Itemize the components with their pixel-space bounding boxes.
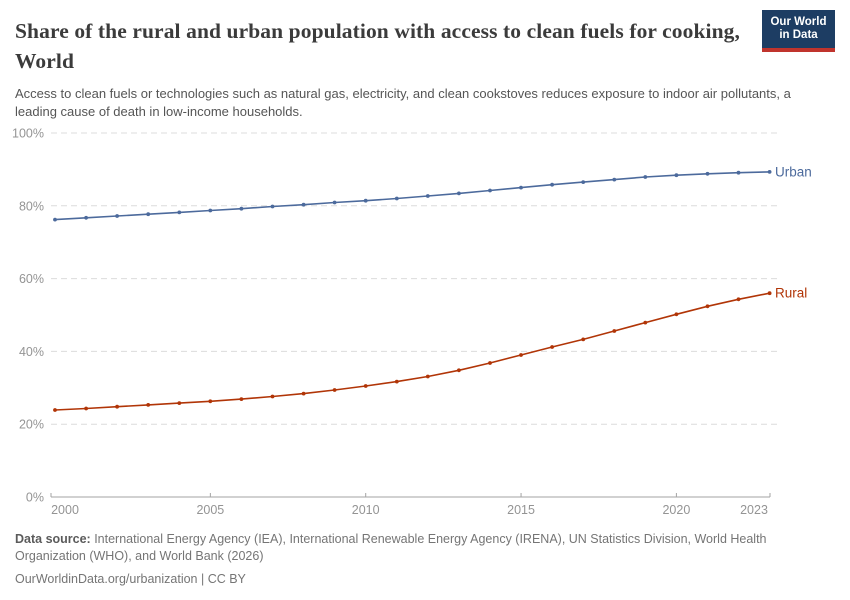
chart-header: Share of the rural and urban population … [15,10,835,120]
data-point[interactable] [550,345,554,349]
y-axis-tick-label: 40% [19,345,44,359]
data-point[interactable] [612,329,617,333]
owid-logo-line1: Our World [770,15,827,28]
data-point[interactable] [674,173,679,178]
data-point[interactable] [177,210,182,215]
data-point[interactable] [177,401,182,405]
data-point[interactable] [581,180,586,184]
data-point[interactable] [146,403,151,407]
x-axis-tick-label: 2015 [507,503,535,517]
data-point[interactable] [53,217,57,222]
data-point[interactable] [332,388,337,392]
data-point[interactable] [674,312,679,317]
data-point[interactable] [767,291,772,296]
series-line-urban[interactable] [54,171,770,221]
chart-footer: Data source: International Energy Agency… [15,531,835,586]
y-axis-tick-label: 20% [19,418,44,432]
data-point[interactable] [705,171,710,176]
data-source-line: Data source: International Energy Agency… [15,531,830,565]
x-axis-tick-label: 2005 [196,503,224,517]
data-point[interactable] [643,320,648,325]
data-point[interactable] [488,361,492,365]
x-axis-tick-label: 2010 [352,503,380,517]
owid-logo-line2: in Data [779,29,818,41]
data-point[interactable] [332,200,337,205]
y-axis-tick-label: 60% [19,272,44,286]
data-point[interactable] [270,394,275,399]
data-point[interactable] [705,304,710,309]
data-point[interactable] [457,191,461,196]
chart-subtitle: Access to clean fuels or technologies su… [15,86,791,119]
data-point[interactable] [115,214,119,218]
data-point[interactable] [363,198,368,203]
data-point[interactable] [457,368,461,373]
series-label-urban[interactable]: Urban [775,164,812,179]
data-point[interactable] [84,215,88,220]
data-point[interactable] [146,212,151,217]
data-source-label: Data source: [15,532,91,546]
page-title: Share of the rural and urban population … [15,19,741,73]
data-point[interactable] [394,379,399,384]
data-point[interactable] [736,297,741,302]
y-axis-tick-label: 80% [19,199,44,213]
data-point[interactable] [301,391,306,396]
line-chart[interactable]: 0% 20% 40% 60% 80% 100% 2000 2005 2010 2015 2020 20… [0,118,850,523]
data-point[interactable] [301,202,306,207]
y-axis-tick-label: 100% [12,127,44,141]
data-point[interactable] [488,188,492,193]
chart-svg[interactable]: 0% 20% 40% 60% 80% 100% 2000 2005 2010 2015 2020 20… [0,118,850,523]
data-point[interactable] [767,170,772,174]
data-point[interactable] [394,196,399,201]
data-point[interactable] [239,397,244,401]
data-point[interactable] [115,404,119,409]
license-link[interactable]: OurWorldinData.org/urbanization | CC BY [15,572,246,586]
data-point[interactable] [208,399,213,404]
y-axis-tick-label: 0% [26,491,44,505]
series-line-rural[interactable] [54,292,770,411]
data-point[interactable] [612,177,617,182]
series-label-rural[interactable]: Rural [775,286,807,301]
data-point[interactable] [425,194,430,198]
data-point[interactable] [239,206,244,211]
x-axis-tick-label: 2023 [740,503,768,517]
data-point[interactable] [550,182,554,187]
data-point[interactable] [736,170,741,175]
data-point[interactable] [425,374,430,379]
x-axis-tick-label: 2000 [51,503,79,517]
data-point[interactable] [208,208,213,213]
data-point[interactable] [270,204,275,209]
data-point[interactable] [84,406,88,411]
owid-logo[interactable]: Our World in Data [762,10,835,52]
data-point[interactable] [53,408,57,412]
data-point[interactable] [519,185,523,190]
data-source-text: International Energy Agency (IEA), Inter… [15,532,767,563]
data-point[interactable] [519,353,523,357]
x-axis-tick-label: 2020 [662,503,690,517]
data-point[interactable] [581,337,586,342]
data-point[interactable] [363,384,368,388]
data-point[interactable] [643,175,648,179]
